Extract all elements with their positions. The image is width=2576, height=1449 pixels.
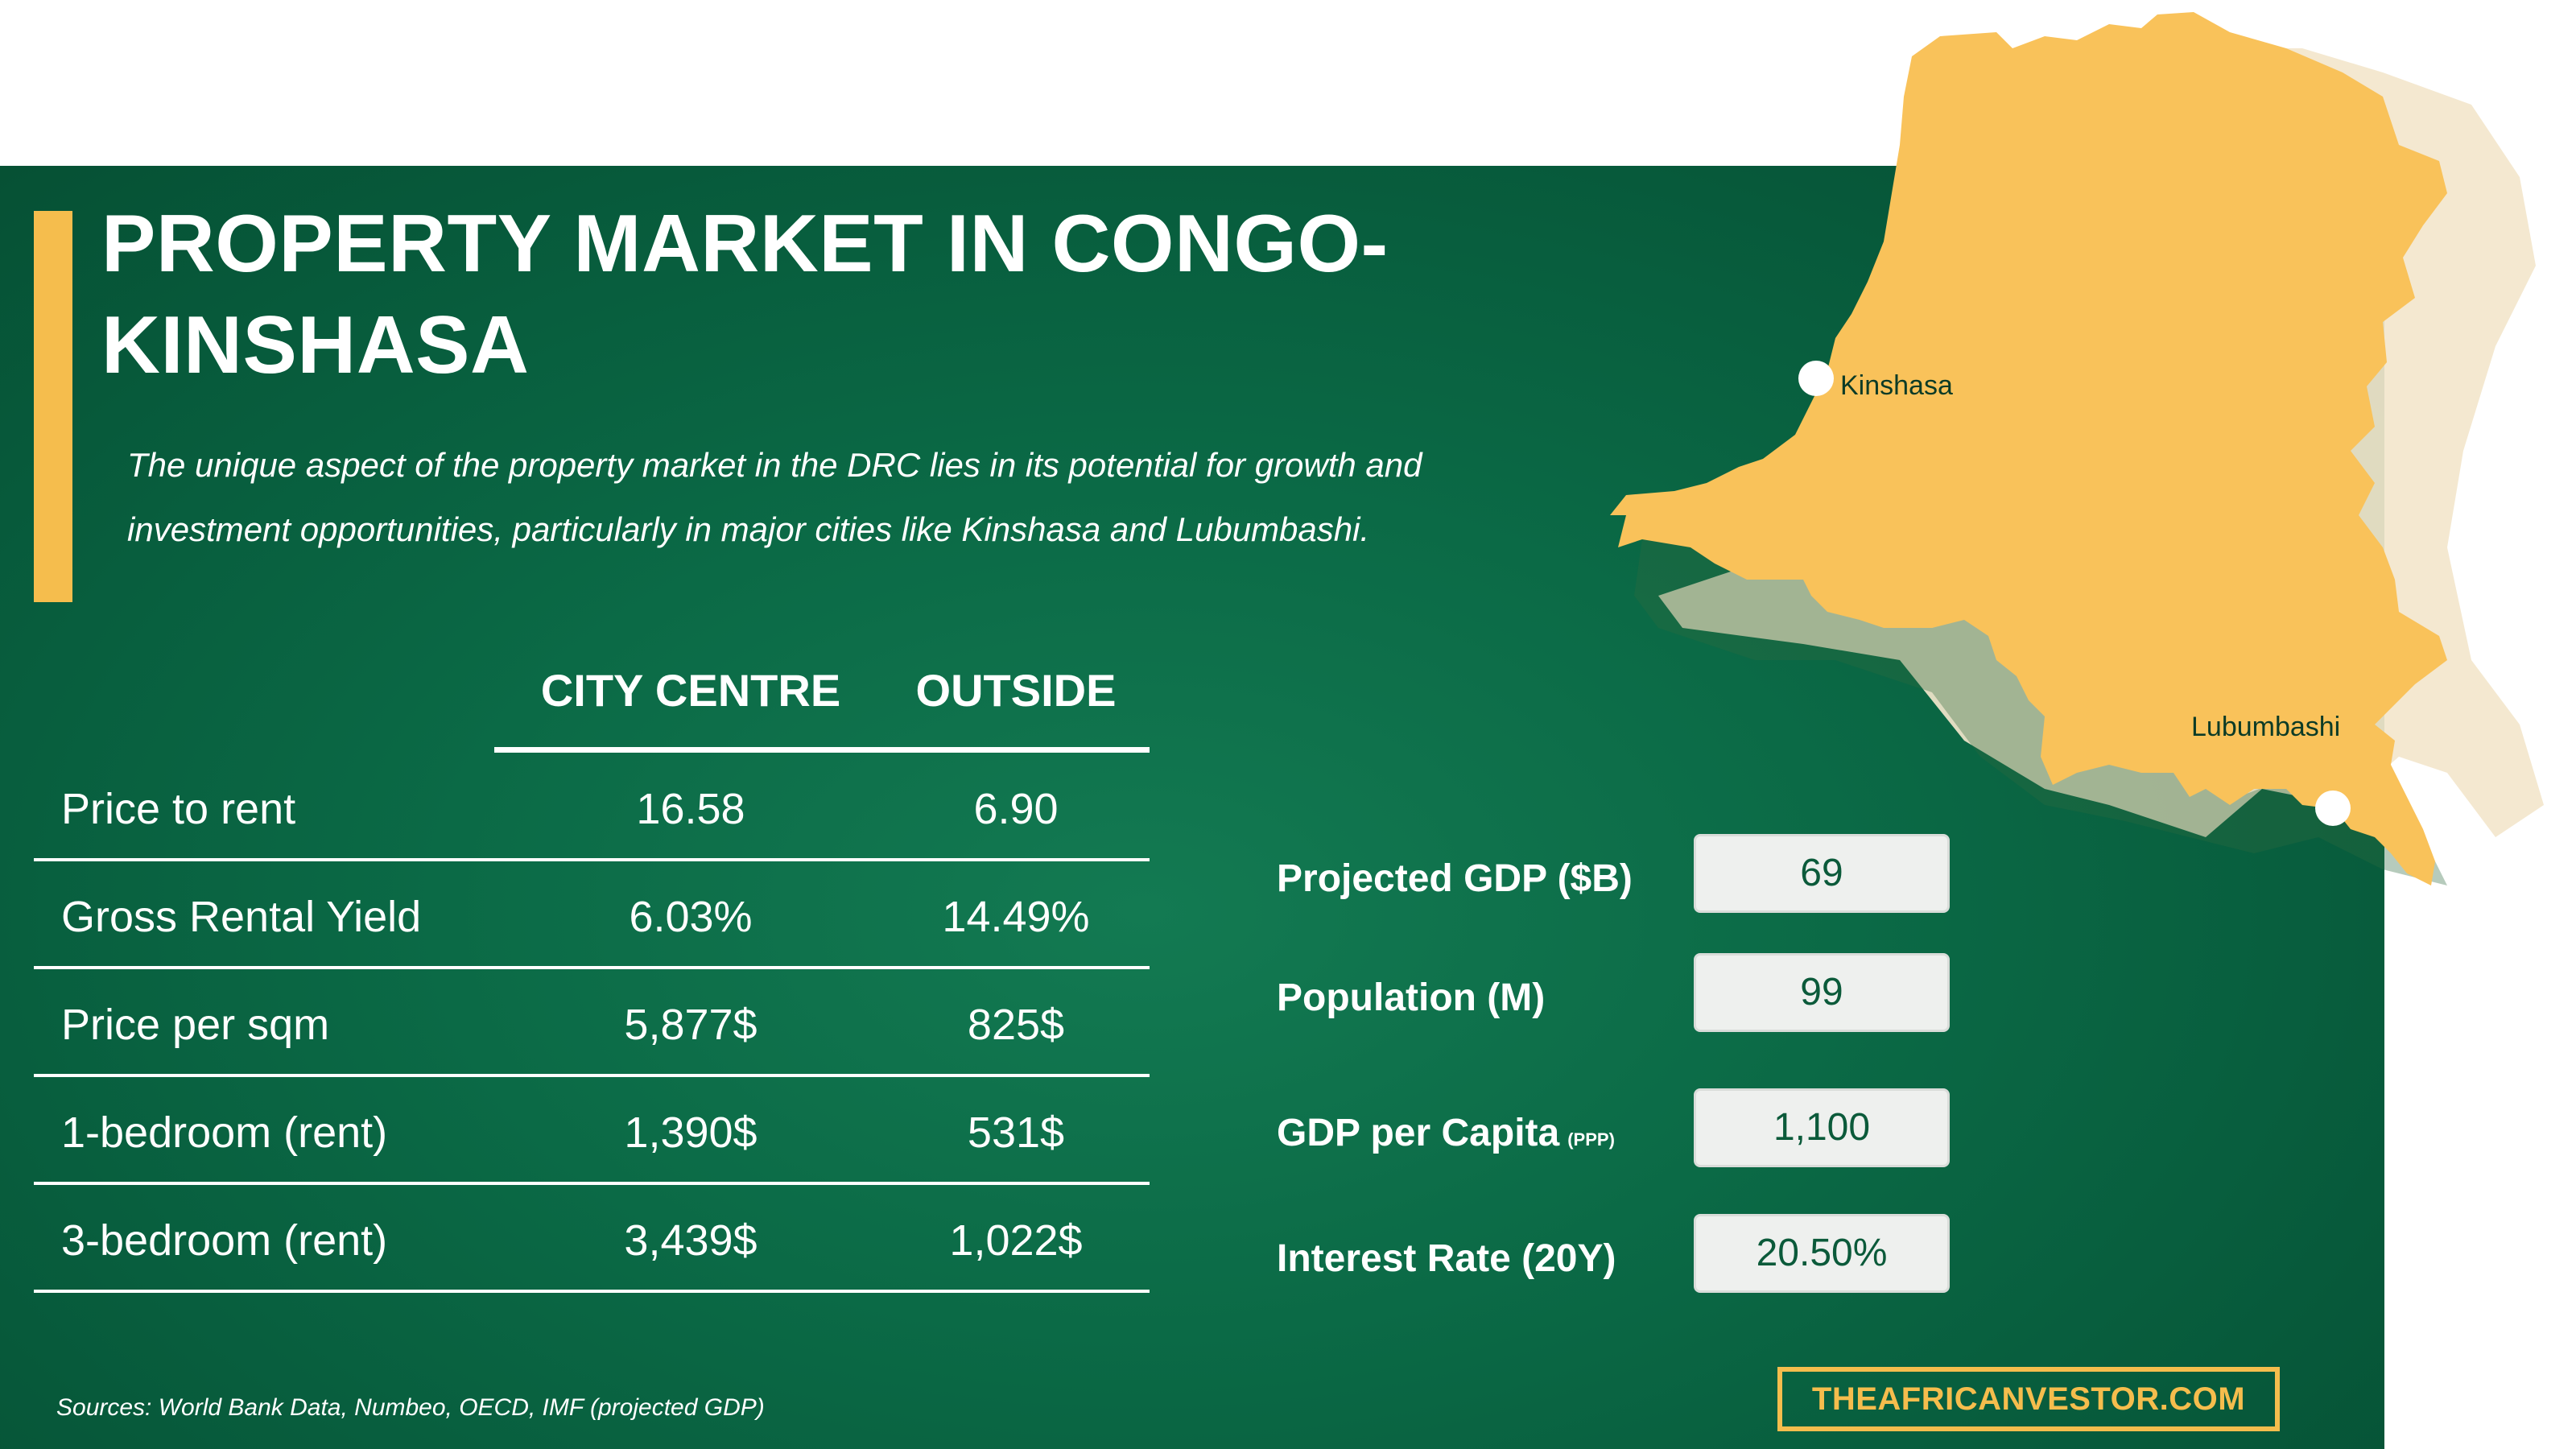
row-label: Gross Rental Yield: [61, 893, 422, 941]
site-link[interactable]: THEAFRICANVESTOR.COM: [1777, 1367, 2280, 1431]
city-centre-value: 16.58: [636, 785, 745, 833]
outside-value: 825$: [967, 1001, 1065, 1049]
stat-label: Interest Rate (20Y): [1277, 1237, 1616, 1280]
city-centre-value: 3,439$: [624, 1216, 758, 1265]
header-divider: [494, 747, 1150, 753]
country-shape: [1610, 12, 2447, 886]
row-divider: [34, 1182, 1150, 1185]
outside-value: 14.49%: [942, 893, 1090, 941]
stat-interest-rate: Interest Rate (20Y) 20.50%: [1277, 1214, 1953, 1302]
row-divider: [34, 858, 1150, 861]
row-label: 1-bedroom (rent): [61, 1108, 388, 1157]
stat-label: Population (M): [1277, 976, 1546, 1019]
stat-value-box: 1,100: [1694, 1088, 1950, 1167]
row-label: 3-bedroom (rent): [61, 1216, 388, 1265]
table-row: Price to rent 16.58 6.90: [34, 753, 1150, 861]
column-header-city-centre: CITY CENTRE: [540, 665, 841, 716]
stat-sublabel: (PPP): [1567, 1129, 1615, 1150]
stat-label: GDP per Capita (PPP): [1277, 1112, 1615, 1154]
table-row: Gross Rental Yield 6.03% 14.49%: [34, 861, 1150, 969]
row-label: Price to rent: [61, 785, 296, 833]
description-text: The unique aspect of the property market…: [127, 446, 1422, 548]
page-title: PROPERTY MARKET IN CONGO-KINSHASA: [101, 199, 1389, 390]
city-centre-value: 5,877$: [624, 1001, 758, 1049]
kinshasa-label: Kinshasa: [1840, 370, 1953, 401]
city-centre-value: 6.03%: [629, 893, 753, 941]
stat-value-box: 99: [1694, 953, 1950, 1032]
outside-value: 6.90: [973, 785, 1059, 833]
stat-projected-gdp: Projected GDP ($B) 69: [1277, 834, 1953, 923]
stat-value-box: 69: [1694, 834, 1950, 913]
drc-map: Kinshasa Lubumbashi: [1610, 12, 2544, 886]
stat-label: Projected GDP ($B): [1277, 857, 1633, 900]
kinshasa-marker: [1798, 361, 1834, 396]
lubumbashi-label: Lubumbashi: [2191, 712, 2340, 742]
table-row: Price per sqm 5,877$ 825$: [34, 969, 1150, 1077]
stat-gdp-per-capita: GDP per Capita (PPP) 1,100: [1277, 1088, 1953, 1177]
city-centre-value: 1,390$: [624, 1108, 758, 1157]
table-row: 1-bedroom (rent) 1,390$ 531$: [34, 1077, 1150, 1185]
outside-value: 531$: [967, 1108, 1065, 1157]
row-divider: [34, 966, 1150, 969]
table-row: 3-bedroom (rent) 3,439$ 1,022$: [34, 1185, 1150, 1293]
column-header-outside: OUTSIDE: [915, 665, 1117, 716]
row-label: Price per sqm: [61, 1001, 330, 1049]
lubumbashi-marker: [2315, 791, 2351, 826]
stat-value-box: 20.50%: [1694, 1214, 1950, 1293]
stat-population: Population (M) 99: [1277, 953, 1953, 1042]
sources-note: Sources: World Bank Data, Numbeo, OECD, …: [56, 1394, 765, 1421]
row-divider: [34, 1074, 1150, 1077]
row-divider: [34, 1290, 1150, 1293]
accent-bar: [34, 211, 72, 602]
outside-value: 1,022$: [949, 1216, 1083, 1265]
